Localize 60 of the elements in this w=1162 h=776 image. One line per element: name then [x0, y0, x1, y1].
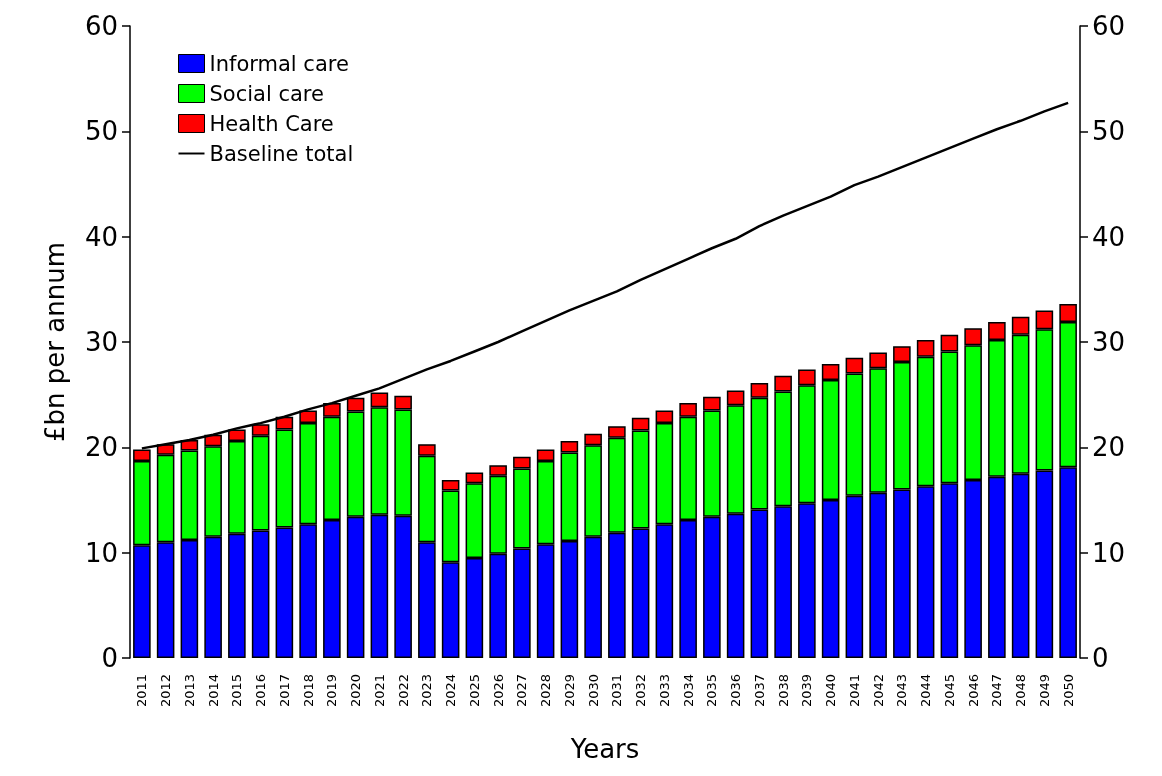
- x-tick-label: 2039: [799, 674, 815, 708]
- y-axis-title: £bn per annum: [40, 242, 70, 442]
- y2-tick-label: 10: [1092, 537, 1126, 568]
- x-tick-label: 2037: [751, 674, 767, 708]
- x-tick-label: 2035: [704, 674, 720, 708]
- x-tick-label: 2048: [1013, 674, 1029, 708]
- x-tick-label: 2032: [633, 674, 649, 708]
- x-tick-label: 2045: [941, 674, 957, 708]
- x-tick-label: 2030: [585, 674, 601, 708]
- x-tick-label: 2041: [846, 674, 862, 708]
- x-tick-label: 2013: [181, 674, 197, 708]
- x-tick-label: 2028: [538, 674, 554, 708]
- x-tick-label: 2040: [823, 674, 839, 708]
- x-tick-label: 2042: [870, 674, 886, 708]
- x-axis-title: Years: [569, 734, 640, 764]
- x-tick-label: 2049: [1036, 674, 1052, 708]
- x-tick-label: 2033: [656, 674, 672, 708]
- y-tick-label: 10: [84, 537, 118, 568]
- x-tick-label: 2016: [253, 674, 269, 708]
- legend-label: Informal care: [209, 51, 349, 76]
- legend-label: Baseline total: [209, 141, 354, 166]
- x-tick-label: 2022: [395, 674, 411, 708]
- x-tick-label: 2017: [276, 674, 292, 708]
- x-tick-label: 2019: [324, 674, 340, 708]
- y-tick-label: 40: [84, 221, 118, 252]
- y2-tick-label: 0: [1092, 643, 1109, 673]
- x-tick-label: 2011: [134, 674, 150, 708]
- x-tick-label: 2023: [419, 674, 435, 708]
- x-tick-label: 2024: [443, 674, 459, 708]
- x-tick-label: 2020: [348, 674, 364, 708]
- x-tick-label: 2027: [514, 674, 530, 708]
- x-tick-label: 2036: [728, 674, 744, 708]
- y2-tick-label: 50: [1092, 116, 1126, 147]
- x-tick-label: 2050: [1060, 674, 1076, 708]
- legend-label: Social care: [209, 81, 324, 106]
- x-tick-label: 2014: [205, 674, 221, 708]
- y-tick-label: 50: [84, 116, 118, 147]
- y-tick-label: 30: [84, 327, 118, 357]
- x-tick-label: 2029: [561, 674, 577, 708]
- y-tick-label: 20: [84, 432, 118, 463]
- x-tick-label: 2034: [680, 674, 696, 708]
- x-tick-label: 2047: [989, 674, 1005, 708]
- y2-tick-label: 60: [1092, 11, 1126, 41]
- y-tick-label: 0: [101, 643, 118, 673]
- x-tick-label: 2021: [371, 674, 387, 708]
- x-tick-label: 2012: [158, 674, 174, 708]
- x-tick-label: 2046: [965, 674, 981, 708]
- x-tick-label: 2026: [490, 674, 506, 708]
- x-tick-label: 2018: [300, 674, 316, 708]
- y2-tick-label: 20: [1092, 432, 1126, 463]
- legend-label: Health Care: [209, 111, 334, 136]
- y2-tick-label: 40: [1092, 221, 1126, 252]
- x-tick-label: 2043: [894, 674, 910, 708]
- x-tick-label: 2025: [466, 674, 482, 708]
- x-tick-label: 2044: [918, 674, 934, 708]
- y2-tick-label: 30: [1092, 327, 1126, 357]
- y-tick-label: 60: [84, 11, 118, 41]
- x-tick-label: 2031: [609, 674, 625, 708]
- x-tick-label: 2038: [775, 674, 791, 708]
- x-tick-label: 2015: [229, 674, 245, 708]
